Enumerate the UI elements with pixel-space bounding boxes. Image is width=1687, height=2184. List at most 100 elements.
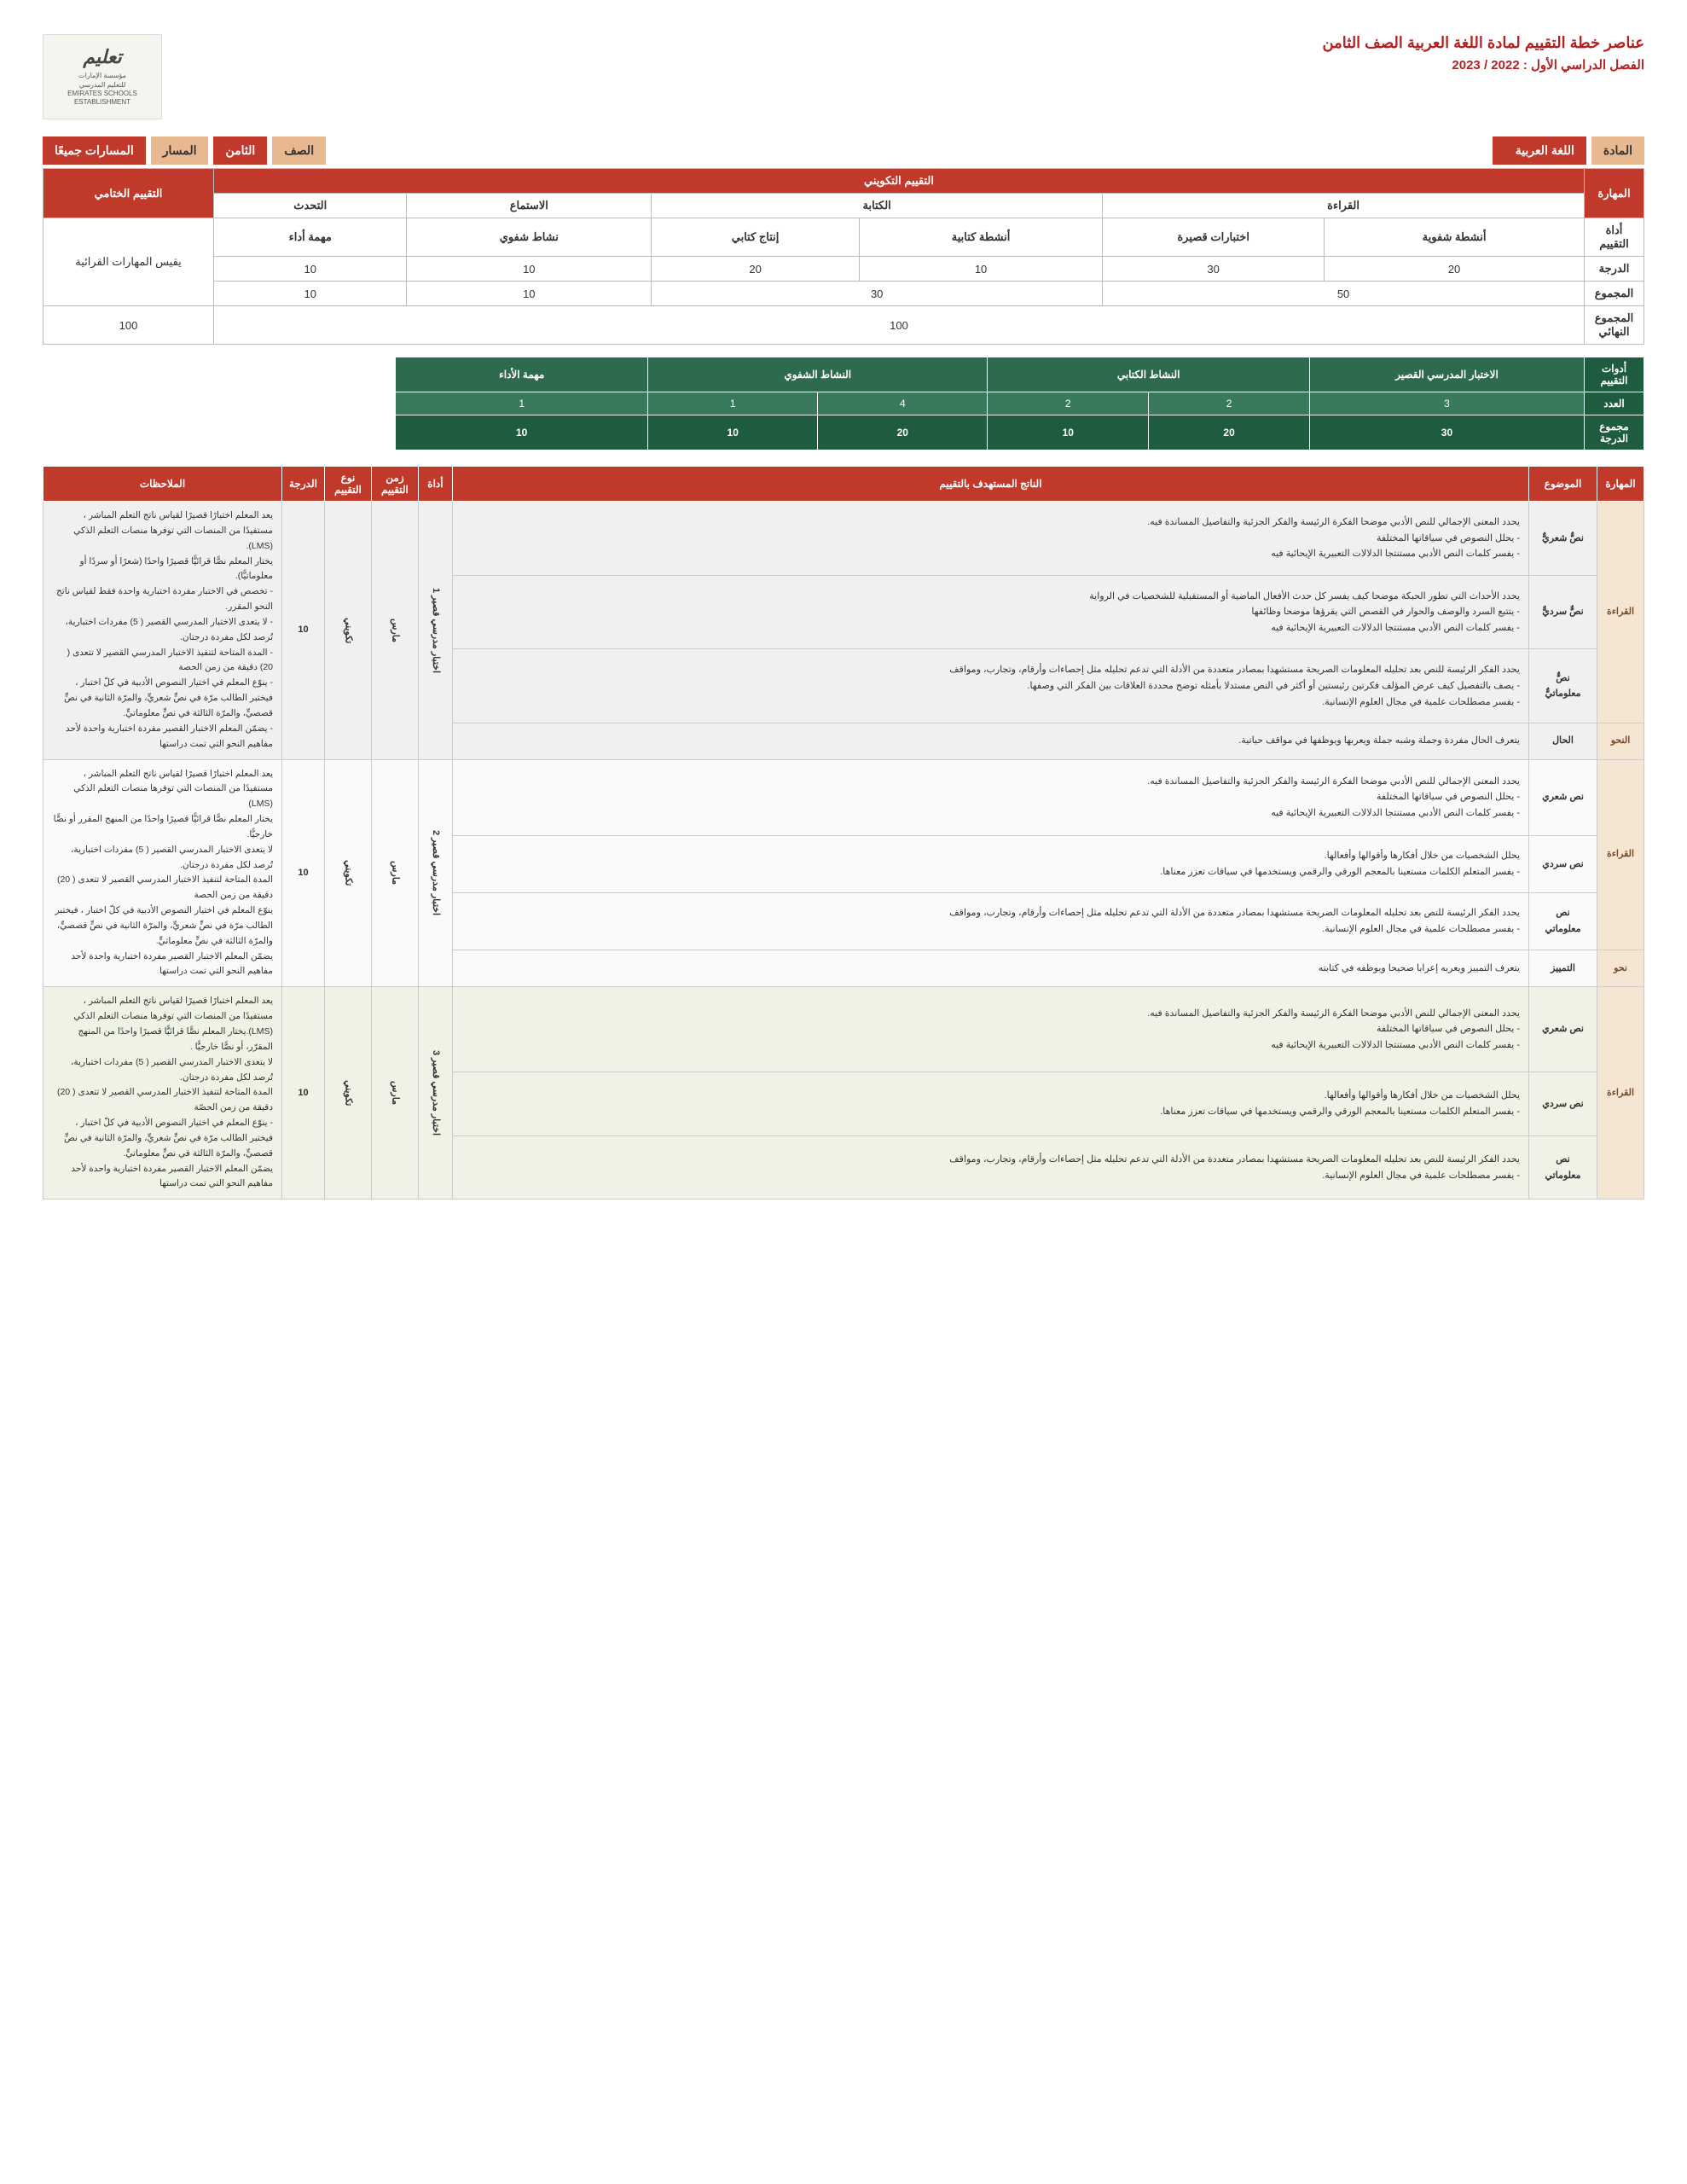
t1-t-speak: 10 [214,282,407,306]
label-track: المسار [151,136,209,165]
t3-c-notes: يعد المعلم اختبارًا قصيرًا لقياس ناتج ال… [43,987,282,1199]
t3-h-topic: الموضوع [1529,467,1597,502]
t3-a-type: تكويني [324,502,371,760]
logo-text-ar: تعليم [83,46,121,68]
t3-b-notes: يعد المعلم اختبارًا قصيرًا لقياس ناتج ال… [43,759,282,987]
t3-h-tool: أداة [418,467,452,502]
t3-h-type: نوع التقييم [324,467,371,502]
t1-total-lbl: المجموع [1585,282,1644,306]
t3-a-o0: يحدد المعنى الإجمالي للنص الأدبي موضحا ا… [452,502,1528,576]
t3-b-t1: نص سردي [1529,836,1597,893]
grade-value: الثامن [213,136,267,165]
t3-c-skill: القراءة [1597,987,1644,1199]
t3-a-o2: يحدد الفكر الرئيسة للنص بعد تحليله المعل… [452,649,1528,723]
page-title: عناصر خطة التقييم لمادة اللغة العربية ال… [1322,34,1644,52]
t1-g-perf: 10 [214,257,407,282]
t1-writing-prod: إنتاج كتابي [652,218,860,257]
t3-c-t0: نص شعري [1529,987,1597,1072]
t2-c-short: 3 [1309,392,1584,415]
t1-t-writing: 30 [652,282,1103,306]
t1-final-desc: يقيس المهارات القرائية [43,218,214,306]
t1-short-tests: اختبارات قصيرة [1103,218,1325,257]
t3-b-o1: يحلل الشخصيات من خلال أفكارها وأقوالها و… [452,836,1528,893]
t3-c-t1: نص سردي [1529,1072,1597,1136]
t2-c-oa: 4 [818,392,988,415]
t1-listening: الاستماع [407,194,652,218]
t2-perf: مهمة الأداء [396,357,648,392]
outcomes-table: المهارة الموضوع الناتج المستهدف بالتقييم… [43,466,1644,1199]
t3-b-o0: يحدد المعنى الإجمالي للنص الأدبي موضحا ا… [452,759,1528,836]
t3-c-o2: يحدد الفكر الرئيسة للنص بعد تحليله المعل… [452,1136,1528,1199]
t1-formative-hdr: التقييم التكويني [214,169,1585,194]
tool-counts-table: أدوات التقييم الاختبار المدرسي القصير ال… [395,357,1644,450]
t1-writing: الكتابة [652,194,1103,218]
t1-grade-lbl: الدرجة [1585,257,1644,282]
t1-grand-form: 100 [214,306,1585,345]
t3-b-grade: 10 [282,759,325,987]
t3-a-tool: اختبار مدرسي قصير 1 [418,502,452,760]
t2-writing: النشاط الكتابي [988,357,1310,392]
t3-a-o1: يحدد الأحداث التي تطور الحبكة موضحا كيف … [452,575,1528,649]
logo-text-lines: مؤسسة الإماراتللتعليم المدرسيEMIRATES SC… [67,72,137,107]
page-subtitle: الفصل الدراسي الأول : 2022 / 2023 [1322,57,1644,73]
t1-tool-lbl: أداة التقييم [1585,218,1644,257]
t2-t-perf: 10 [396,415,648,450]
t3-c-grade: 10 [282,987,325,1199]
t1-g-otask: 10 [407,257,652,282]
t3-b-time: مارس [371,759,418,987]
t3-b-tool: اختبار مدرسي قصير 2 [418,759,452,987]
title-block: عناصر خطة التقييم لمادة اللغة العربية ال… [1322,34,1644,73]
t1-t-reading: 50 [1103,282,1585,306]
t3-a-grade: 10 [282,502,325,760]
t2-c-perf: 1 [396,392,648,415]
assessment-breakdown-table: المهارة التقييم التكويني التقييم الختامي… [43,168,1644,345]
t3-b-gram-skill: نحو [1597,950,1644,987]
t2-tools-lbl: أدوات التقييم [1585,357,1644,392]
t1-grand-lbl: المجموع النهائي [1585,306,1644,345]
t3-h-notes: الملاحظات [43,467,282,502]
t2-t-short: 30 [1309,415,1584,450]
t3-c-o0: يحدد المعنى الإجمالي للنص الأدبي موضحا ا… [452,987,1528,1072]
logo: تعليم مؤسسة الإماراتللتعليم المدرسيEMIRA… [43,34,162,119]
t2-total-lbl: مجموع الدرجة [1585,415,1644,450]
t1-g-wact: 10 [860,257,1103,282]
t1-perf-task: مهمة أداء [214,218,407,257]
t3-c-type: تكويني [324,987,371,1199]
label-grade: الصف [272,136,326,165]
t3-b-t0: نص شعري [1529,759,1597,836]
t1-g-short: 30 [1103,257,1325,282]
t3-a-notes: يعد المعلم اختبارًا قصيرًا لقياس ناتج ال… [43,502,282,760]
t3-b-skill: القراءة [1597,759,1644,950]
t3-a-gram-topic: الحال [1529,723,1597,759]
t1-skill-hdr: المهارة [1585,169,1644,218]
t2-oral: النشاط الشفوي [648,357,988,392]
t3-a-t0: نصٌّ شعريٌّ [1529,502,1597,576]
t2-count-lbl: العدد [1585,392,1644,415]
t1-reading: القراءة [1103,194,1585,218]
t3-a-skill: القراءة [1597,502,1644,723]
t2-t-wa: 20 [1149,415,1310,450]
page-header: عناصر خطة التقييم لمادة اللغة العربية ال… [43,34,1644,119]
t3-a-t2: نصٌّ معلوماتيٌّ [1529,649,1597,723]
track-value: المسارات جميعًا [43,136,146,165]
t3-b-gram-topic: التمييز [1529,950,1597,987]
t3-a-time: مارس [371,502,418,760]
t1-oral-task: نشاط شفوي [407,218,652,257]
t2-c-ob: 1 [648,392,818,415]
t3-c-t2: نص معلوماتي [1529,1136,1597,1199]
t1-g-wprod: 20 [652,257,860,282]
t2-short: الاختبار المدرسي القصير [1309,357,1584,392]
t3-b-gram-out: يتعرف التمييز ويعربه إعرابا صحيحا ويوظفه… [452,950,1528,987]
t3-h-time: زمن التقييم [371,467,418,502]
t3-c-time: مارس [371,987,418,1199]
t3-b-t2: نص معلوماتي [1529,892,1597,950]
t3-c-tool: اختبار مدرسي قصير 3 [418,987,452,1199]
t3-a-gram-out: يتعرف الحال مفردة وجملة وشبه جملة ويعربه… [452,723,1528,759]
t1-speaking: التحدث [214,194,407,218]
t1-grand-final: 100 [43,306,214,345]
t1-g-oral: 20 [1325,257,1585,282]
t2-c-wb: 2 [988,392,1149,415]
subject-value: اللغة العربية [1493,136,1586,165]
t2-t-ob: 10 [648,415,818,450]
t3-h-outcome: الناتج المستهدف بالتقييم [452,467,1528,502]
